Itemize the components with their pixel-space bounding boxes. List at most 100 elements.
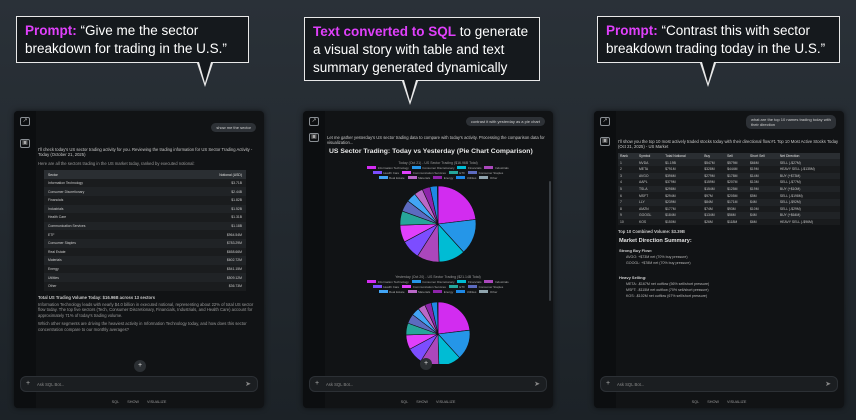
legend-item[interactable]: Consumer Staples (468, 285, 503, 289)
input-placeholder: Ask SQL Bot... (617, 382, 645, 387)
table-cell: 7 (618, 198, 637, 206)
scrollbar[interactable] (549, 181, 551, 301)
legend-item[interactable]: Materials (407, 290, 430, 294)
table-row: 1 NVDA $1.19B $547M $579M $66M SELL (-$27M) (618, 159, 840, 166)
sector-notional: $541.15M (226, 267, 242, 272)
legend-item[interactable]: Information Technology (367, 279, 409, 284)
legend-swatch (468, 285, 478, 289)
legend-item[interactable]: Consumer Staples (468, 171, 503, 175)
legend-item[interactable]: ETF (448, 285, 465, 289)
table-cell: NVDA (636, 159, 664, 166)
legend-label: Other (489, 175, 498, 180)
bot-icon[interactable]: ▣ (600, 137, 610, 146)
legend-item[interactable]: Utilities (456, 290, 476, 294)
legend-swatch (402, 285, 412, 289)
plus-icon[interactable]: + (315, 380, 320, 387)
legend-item[interactable]: Energy (433, 290, 453, 294)
footer-visualize[interactable]: VISUALIZE (147, 400, 167, 404)
footer-visualize[interactable]: VISUALIZE (436, 400, 456, 404)
sector-notional: $783.29M (226, 241, 242, 246)
table-row: Industrials $1.52B (44, 204, 246, 214)
legend-swatch (448, 285, 458, 289)
pie-slice[interactable] (437, 185, 477, 225)
send-icon[interactable]: ➤ (825, 381, 831, 388)
sector-notional: $2.44B (231, 189, 242, 194)
send-icon[interactable]: ➤ (534, 381, 540, 388)
legend-item[interactable]: Communication Services (402, 285, 446, 289)
legend-label: Consumer Staples (478, 284, 504, 289)
send-icon[interactable]: ➤ (245, 381, 251, 388)
add-button[interactable]: + (420, 358, 432, 370)
pie-slice[interactable] (437, 301, 471, 335)
table-cell: $444M (725, 166, 749, 173)
add-button[interactable]: + (134, 360, 146, 372)
footer-sql[interactable]: SQL (691, 400, 700, 404)
legend-item[interactable]: Energy (433, 176, 453, 180)
column-header: Symbol (636, 152, 664, 160)
legend-item[interactable]: Real Estate (378, 290, 405, 294)
legend-swatch (407, 176, 417, 180)
chat-input[interactable]: + Ask SQL Bot... ➤ (20, 376, 258, 392)
bot-icon[interactable]: ▣ (309, 133, 319, 142)
followup-question: Which other segments are driving the hea… (38, 321, 247, 332)
legend-item[interactable]: Other (479, 290, 497, 294)
table-cell: MSFT (636, 192, 664, 199)
legend-item[interactable]: Information Technology (367, 166, 409, 170)
table-row: Real Estate $658.66M (44, 247, 246, 257)
table-cell: BUY (+$10M) (777, 185, 840, 193)
bot-icon[interactable]: ▣ (20, 139, 30, 148)
legend-item[interactable]: Real Estate (378, 176, 405, 180)
chat-input[interactable]: + Ask SQL Bot... ➤ (309, 376, 547, 392)
table-row: Financials $1.82B (44, 196, 246, 205)
legend-swatch (402, 171, 412, 175)
legend-item[interactable]: Materials (407, 176, 430, 180)
sidebar: ↗ ▣ (14, 111, 36, 408)
legend-item[interactable]: ETF (448, 171, 465, 175)
legend-label: Consumer Discretionary (422, 279, 455, 284)
chat-input[interactable]: + Ask SQL Bot... ➤ (600, 376, 838, 392)
sector-notional: $964.54M (226, 232, 242, 237)
legend-swatch (433, 176, 443, 180)
legend-item[interactable]: Health Care (372, 171, 399, 175)
legend-label: Consumer Staples (478, 170, 504, 175)
chat-panel-top-names: ↗ ▣ what are the top 10 names trading to… (594, 111, 844, 408)
table-cell: $74M (702, 205, 726, 213)
table-cell: $26M (702, 218, 726, 226)
table-cell: $294M (663, 192, 703, 199)
plus-icon[interactable]: + (26, 380, 31, 387)
footer-show[interactable]: SHOW (707, 400, 719, 404)
assistant-intro: I'll show you the top 10 most actively t… (618, 139, 839, 150)
today-legend: Information Technology Consumer Discretio… (363, 166, 513, 180)
legend-item[interactable]: Consumer Discretionary (411, 166, 454, 170)
legend-item[interactable]: Utilities (456, 176, 476, 180)
table-cell: 5 (618, 185, 637, 193)
new-chat-icon[interactable]: ↗ (20, 117, 30, 126)
legend-label: Other (489, 289, 498, 294)
plus-icon[interactable]: + (606, 380, 611, 387)
table-header-notional: Notional (USD) (219, 172, 242, 177)
legend-label: Information Technology (377, 279, 409, 284)
legend-item[interactable]: Other (479, 176, 497, 180)
legend-item[interactable]: Financials (457, 280, 481, 284)
new-chat-icon[interactable]: ↗ (309, 117, 319, 126)
pie-slice[interactable] (437, 185, 439, 224)
legend-item[interactable]: Health Care (372, 285, 399, 289)
footer-sql[interactable]: SQL (400, 400, 409, 404)
sector-notional: $36.73M (228, 284, 242, 289)
table-cell: $328M (702, 166, 726, 173)
legend-item[interactable]: Industrials (484, 166, 509, 170)
footer-sql[interactable]: SQL (111, 400, 120, 404)
footer-actions: SQL SHOW VISUALIZE (303, 400, 553, 404)
legend-item[interactable]: Consumer Discretionary (411, 279, 455, 284)
chat-panel-sector-breakdown: ↗ ▣ show me the sector I'll check today'… (14, 111, 264, 408)
legend-item[interactable]: Communication Services (402, 171, 446, 175)
table-cell: $134M (702, 212, 726, 219)
legend-label: Utilities (466, 175, 477, 180)
footer-show[interactable]: SHOW (416, 400, 428, 404)
table-cell: $4M (748, 212, 778, 219)
footer-visualize[interactable]: VISUALIZE (727, 400, 747, 404)
legend-item[interactable]: Industrials (484, 280, 509, 284)
new-chat-icon[interactable]: ↗ (600, 117, 610, 126)
footer-show[interactable]: SHOW (127, 400, 139, 404)
legend-item[interactable]: Financials (457, 166, 481, 170)
